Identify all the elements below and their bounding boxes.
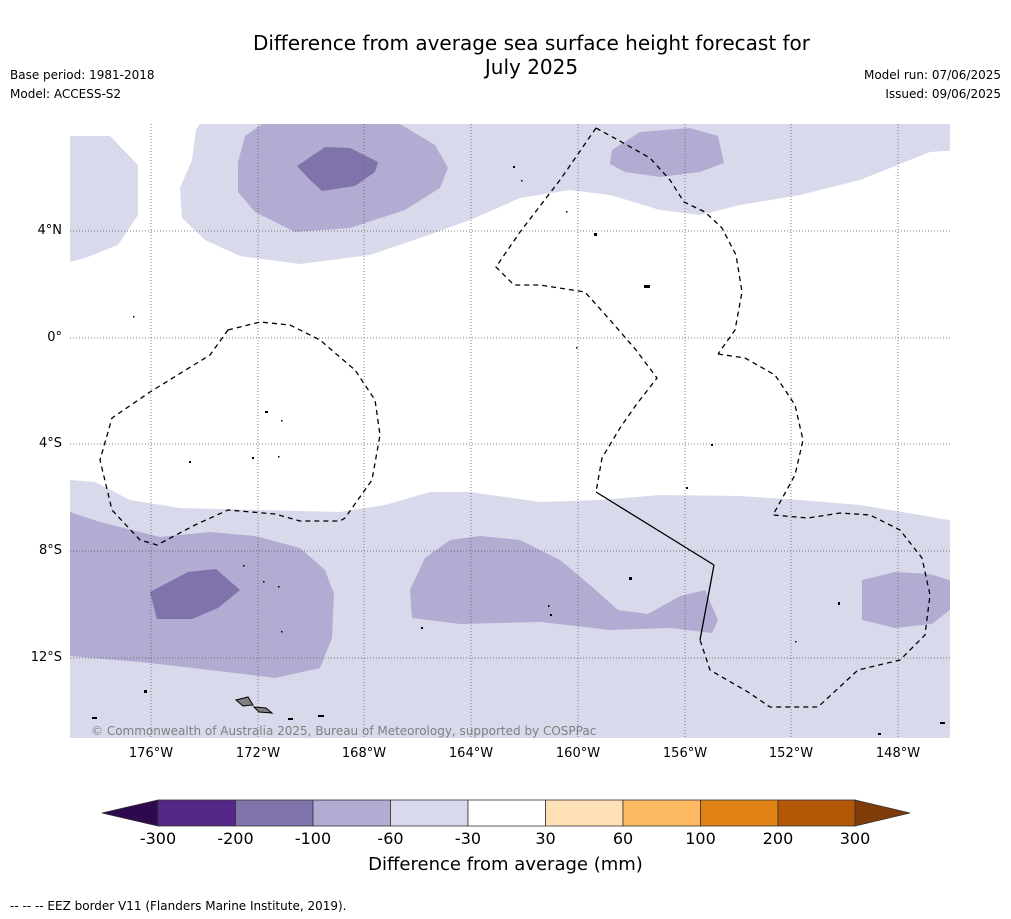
colorbar-bin-6 <box>545 799 624 827</box>
eez-border-solid-vertical <box>699 564 715 641</box>
eez-solid-borders <box>595 491 715 641</box>
island-upolu <box>252 706 274 714</box>
eez-border-solid-diagonal <box>595 491 715 566</box>
lat-label-8s: 8°S <box>38 543 62 558</box>
island-savaii <box>234 696 254 707</box>
colorbar-tick: -200 <box>217 829 254 848</box>
colorbar-bin-8 <box>700 799 779 827</box>
north-dark-region <box>297 147 378 191</box>
model-name: Model: ACCESS-S2 <box>10 87 122 101</box>
colorbar-bin-9 <box>777 799 856 827</box>
lat-label-4s: 4°S <box>38 436 62 451</box>
lat-label-12s: 12°S <box>30 650 62 665</box>
eez-footnote: -- -- -- EEZ border V11 (Flanders Marine… <box>10 899 347 913</box>
lat-label-0: 0° <box>47 330 62 345</box>
eez-border-east <box>699 353 931 708</box>
lon-label-176w: 176°W <box>128 746 174 761</box>
lon-label-160w: 160°W <box>555 746 601 761</box>
colorbar-tick: 200 <box>762 829 794 848</box>
colorbar-bin-3 <box>312 799 391 827</box>
eez-border-west <box>99 321 381 546</box>
colorbar-tick: -60 <box>377 829 404 848</box>
south-dark-region <box>150 569 240 619</box>
colorbar-extend-high <box>854 799 911 827</box>
lon-label-172w: 172°W <box>235 746 281 761</box>
colorbar-bin-1 <box>157 799 236 827</box>
eez-border-central-west <box>495 127 658 493</box>
meta-left: Base period: 1981-2018 Model: ACCESS-S2 <box>10 66 155 104</box>
eez-border-central-north <box>595 127 743 355</box>
copyright-notice: © Commonwealth of Australia 2025, Bureau… <box>91 724 597 738</box>
meta-right: Model run: 07/06/2025 Issued: 09/06/2025 <box>864 66 1001 104</box>
lon-label-148w: 148°W <box>875 746 921 761</box>
gridlines <box>70 124 950 738</box>
colorbar-bin-5 <box>467 799 546 827</box>
base-period: Base period: 1981-2018 <box>10 68 155 82</box>
colorbar-tick: 60 <box>612 829 634 848</box>
lon-label-152w: 152°W <box>768 746 814 761</box>
north-east-medium-region <box>610 128 724 177</box>
colorbar-bin-7 <box>622 799 701 827</box>
colorbar-tick: -30 <box>454 829 482 848</box>
issued-date: Issued: 09/06/2025 <box>885 87 1001 101</box>
anomaly-field <box>70 124 950 738</box>
colorbar-bin-4 <box>390 799 469 827</box>
colorbar-tick: 30 <box>535 829 556 848</box>
colorbar-tick: 100 <box>685 829 716 848</box>
colorbar <box>101 799 911 827</box>
colorbar-tick: 300 <box>839 829 871 848</box>
model-run: Model run: 07/06/2025 <box>863 68 1001 82</box>
title-line-2: July 2025 <box>484 55 579 79</box>
colorbar-bin-2 <box>235 799 314 827</box>
map-title: Difference from average sea surface heig… <box>180 31 883 79</box>
small-islands <box>92 166 945 735</box>
north-west-light-region <box>70 136 138 262</box>
islands <box>234 696 274 714</box>
colorbar-extend-low <box>101 799 159 827</box>
lon-label-164w: 164°W <box>448 746 494 761</box>
lon-label-168w: 168°W <box>341 746 387 761</box>
lon-label-156w: 156°W <box>662 746 708 761</box>
eez-borders <box>99 127 931 708</box>
colorbar-title: Difference from average (mm) <box>368 854 643 875</box>
south-east-medium-region <box>862 572 950 628</box>
colorbar-tick: -100 <box>294 829 332 848</box>
title-line-1: Difference from average sea surface heig… <box>252 31 811 55</box>
colorbar-tick: -300 <box>139 829 177 848</box>
lat-label-4n: 4°N <box>37 223 63 238</box>
south-central-medium-region <box>410 536 718 633</box>
